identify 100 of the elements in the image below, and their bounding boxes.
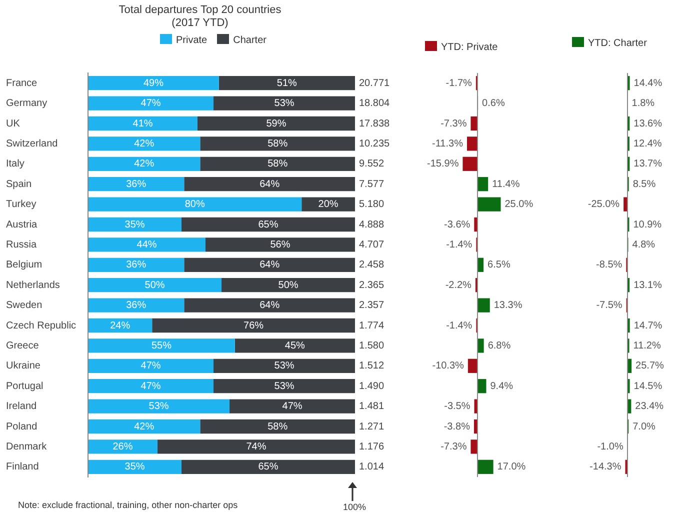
- data-label: -11.3%: [432, 138, 464, 150]
- data-label: 42%: [134, 158, 154, 170]
- data-label: -3.6%: [444, 219, 470, 230]
- legend-label: Private: [176, 35, 208, 46]
- y-tick-label: Poland: [6, 421, 38, 432]
- text: 1.774: [359, 320, 384, 332]
- data-label: 56%: [270, 239, 290, 250]
- data-label: -25.0%: [588, 199, 620, 210]
- y-tick-label: Ukraine: [6, 360, 41, 372]
- text: 18.804: [359, 98, 390, 110]
- y-tick-label: Sweden: [6, 300, 42, 312]
- y-tick-label: Greece: [6, 340, 40, 352]
- data-label: 14.5%: [634, 380, 662, 392]
- data-label: 14.7%: [634, 320, 662, 332]
- data-label: 23.4%: [635, 401, 664, 412]
- y-tick-label: Finland: [6, 462, 39, 473]
- y-tick-label: Netherlands: [6, 280, 60, 291]
- y-tick-label: Austria: [6, 219, 38, 230]
- data-label: 24%: [110, 320, 130, 332]
- data-label: 47%: [282, 401, 302, 412]
- legend-label: YTD: Private: [441, 42, 498, 53]
- data-label: 13.7%: [634, 158, 662, 170]
- data-label: 59%: [266, 118, 286, 130]
- data-label: 1.8%: [632, 98, 655, 110]
- data-label: 4.8%: [632, 239, 656, 250]
- data-label: 14.4%: [634, 78, 662, 89]
- data-label: 13.6%: [634, 118, 662, 130]
- y-tick-label: Czech Republic: [6, 320, 76, 332]
- text: 1.176: [359, 441, 384, 452]
- data-label: 65%: [258, 219, 278, 230]
- data-label: 53%: [274, 360, 294, 372]
- text: 9.552: [359, 158, 384, 170]
- data-label: 36%: [126, 260, 146, 271]
- text: 20.771: [359, 78, 390, 89]
- data-label: 49%: [143, 78, 164, 89]
- data-label: -2.2%: [445, 280, 472, 291]
- data-label: 25.0%: [504, 199, 534, 210]
- text: 1.512: [359, 360, 384, 372]
- data-label: -1.4%: [446, 239, 472, 250]
- data-label: -8.5%: [596, 260, 622, 271]
- y-tick-label: Germany: [6, 98, 48, 110]
- data-label: 17.0%: [497, 462, 526, 473]
- data-label: -3.8%: [444, 421, 470, 432]
- data-label: 51%: [276, 78, 298, 89]
- text: 1.014: [359, 462, 384, 473]
- data-label: -7.3%: [440, 118, 467, 130]
- data-label: 25.7%: [636, 360, 664, 372]
- data-label: 10.9%: [633, 219, 662, 230]
- data-label: 44%: [136, 239, 157, 250]
- data-label: -14.3%: [590, 462, 622, 473]
- y-tick-label: Portugal: [6, 380, 44, 392]
- text: 7.577: [359, 178, 384, 190]
- y-tick-label: Denmark: [6, 441, 48, 452]
- y-tick-label: UK: [6, 118, 20, 130]
- legend-label: Charter: [233, 35, 266, 46]
- y-tick-label: Russia: [6, 239, 38, 250]
- data-label: 11.4%: [492, 178, 520, 190]
- data-label: 64%: [260, 178, 280, 190]
- text: 2.458: [359, 260, 384, 271]
- data-label: 41%: [132, 118, 153, 130]
- data-label: 64%: [260, 300, 280, 312]
- y-tick-label: Spain: [6, 178, 32, 190]
- text: 4.888: [359, 219, 384, 230]
- text: 2.365: [359, 280, 384, 291]
- y-tick-label: Belgium: [6, 260, 42, 271]
- data-label: -1.4%: [446, 320, 472, 332]
- data-label: 76%: [244, 320, 264, 332]
- data-label: 50%: [278, 280, 298, 291]
- data-label: 11.2%: [633, 340, 661, 352]
- data-label: 74%: [246, 441, 266, 452]
- text: Note: exclude fractional, training, other non-charter ops: [18, 500, 238, 510]
- data-label: 6.8%: [488, 340, 511, 352]
- text: 17.838: [359, 118, 390, 130]
- data-label: 58%: [268, 138, 288, 150]
- data-label: 35%: [124, 219, 145, 230]
- text: 10.235: [359, 138, 390, 150]
- data-label: 35%: [124, 462, 145, 473]
- y-tick-label: Turkey: [6, 199, 36, 210]
- data-label: 80%: [184, 199, 205, 210]
- data-label: 26%: [112, 441, 133, 452]
- data-label: -3.5%: [444, 401, 470, 412]
- text: 5.180: [359, 199, 384, 210]
- text: 1.580: [359, 340, 384, 352]
- data-label: 65%: [258, 462, 278, 473]
- text: 4.707: [359, 239, 384, 250]
- data-label: -7.5%: [596, 300, 622, 312]
- data-label: 53%: [148, 401, 169, 412]
- data-label: 13.1%: [634, 280, 662, 291]
- data-label: -15.9%: [427, 158, 459, 170]
- text: 1.271: [359, 421, 384, 432]
- data-label: 58%: [268, 158, 288, 170]
- y-tick-label: Switzerland: [6, 138, 58, 150]
- data-label: 58%: [268, 421, 288, 432]
- data-label: 0.6%: [482, 98, 505, 110]
- data-label: 20%: [318, 199, 338, 210]
- data-label: -1.0%: [597, 441, 624, 452]
- chart-title: Total departures Top 20 countries (2017 YTD): [118, 4, 282, 30]
- data-label: 7.0%: [632, 421, 656, 432]
- data-label: 47%: [140, 380, 161, 392]
- y-tick-label: Italy: [6, 158, 24, 170]
